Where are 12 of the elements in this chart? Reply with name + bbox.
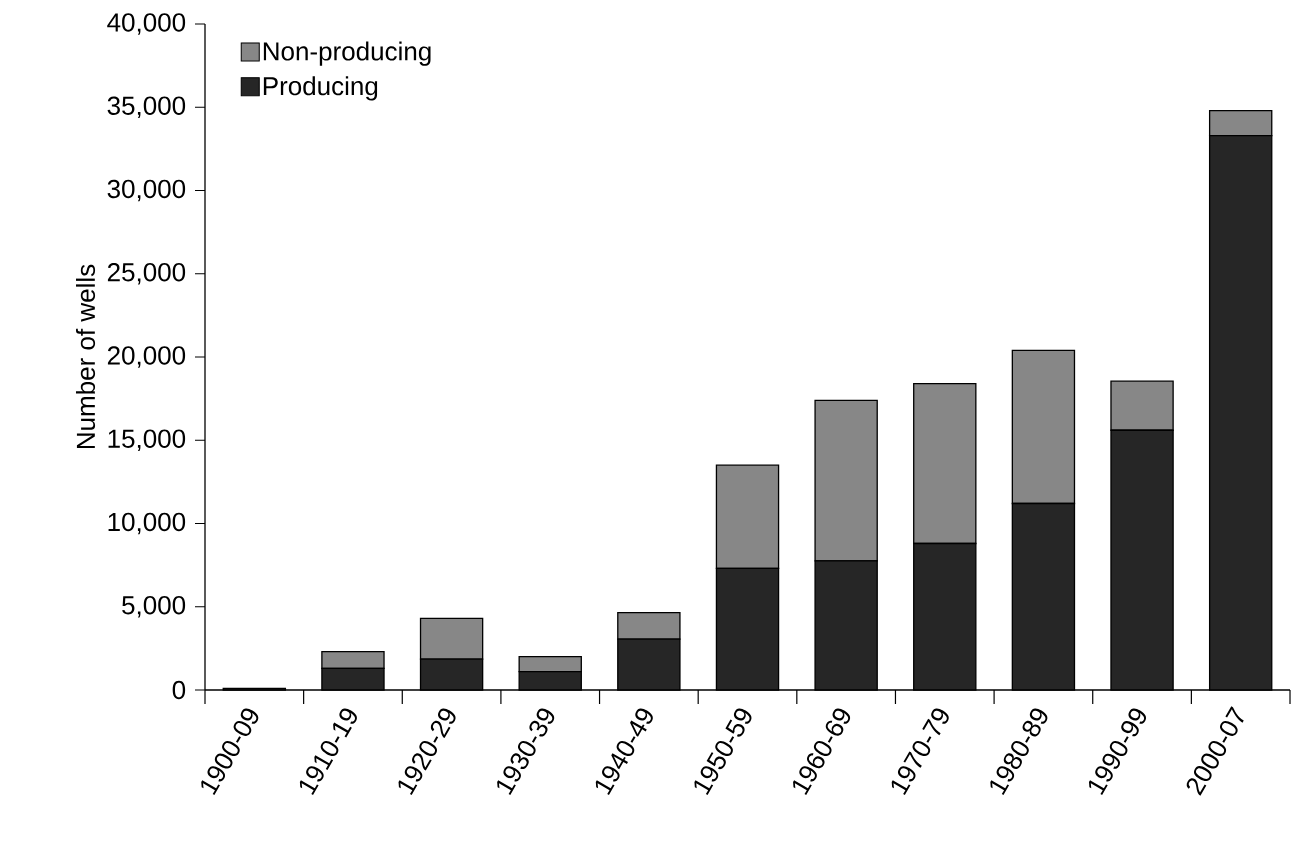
y-tick-label: 0 xyxy=(172,680,186,700)
y-axis-title: Number of wells xyxy=(75,264,96,449)
y-tick-label: 15,000 xyxy=(108,429,186,451)
y-tick-label: 30,000 xyxy=(107,179,186,202)
y-tick-label: 10,000 xyxy=(108,512,186,535)
y-tick-label: 40,000 xyxy=(107,13,186,35)
y-tick-label: 5,000 xyxy=(122,596,186,618)
legend-label: Producing xyxy=(263,76,378,101)
y-tick-label: 20,000 xyxy=(107,346,186,368)
y-tick-label: 35,000 xyxy=(107,96,186,118)
legend-label: Non-producing xyxy=(263,41,431,66)
y-tick-label: 25,000 xyxy=(107,263,186,285)
